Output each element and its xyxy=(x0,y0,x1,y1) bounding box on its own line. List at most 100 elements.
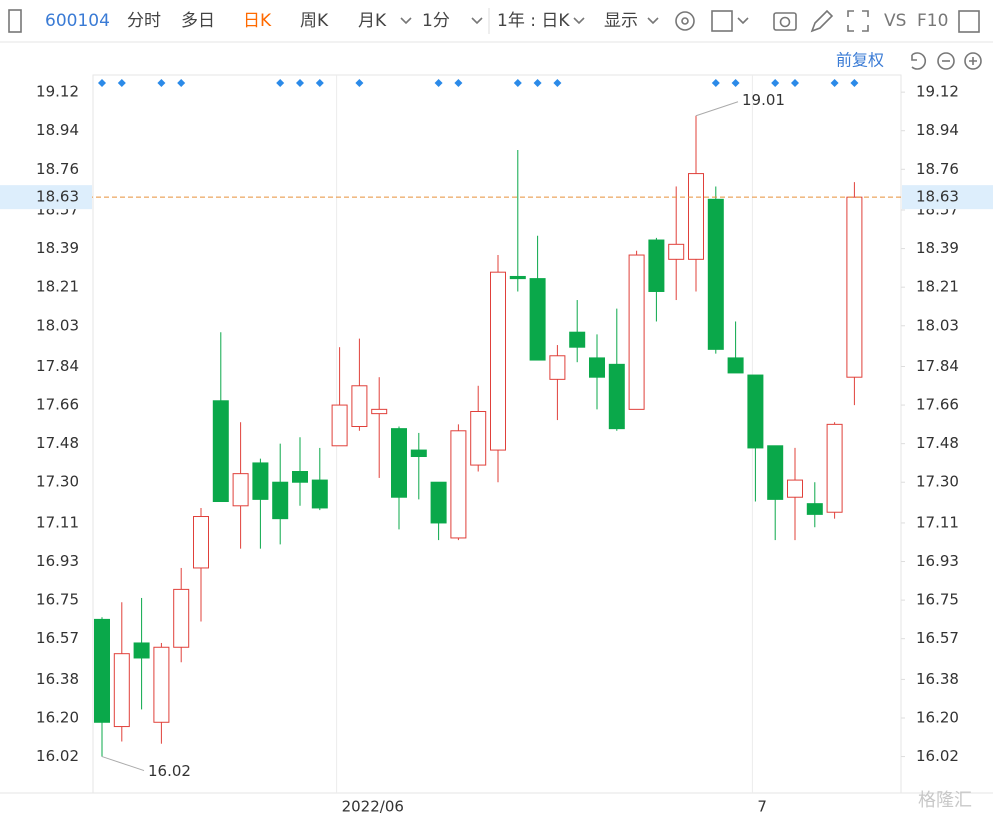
candle-body xyxy=(668,243,685,260)
event-marker xyxy=(276,79,285,87)
tab[interactable]: 周K xyxy=(300,11,329,31)
candle-body xyxy=(153,646,170,723)
y-tick-label: 18.76 xyxy=(916,160,959,178)
event-marker xyxy=(533,79,542,87)
tab-active[interactable]: 日K xyxy=(243,11,272,31)
y-tick-label: 17.84 xyxy=(36,357,79,375)
candle-body xyxy=(371,408,388,415)
fullscreen-icon[interactable] xyxy=(847,10,869,32)
camera-icon[interactable] xyxy=(773,12,797,31)
candle-body xyxy=(272,481,289,520)
price-tag xyxy=(902,185,993,210)
candle-body xyxy=(252,462,269,500)
y-tick-label: 16.02 xyxy=(36,747,79,765)
candle-body xyxy=(94,618,110,723)
event-marker xyxy=(771,79,780,87)
y-tick-label: 17.84 xyxy=(916,357,959,375)
candle-body xyxy=(529,278,546,361)
settings-icon[interactable] xyxy=(675,11,695,31)
tab[interactable]: 多日 xyxy=(181,11,215,31)
candle-body xyxy=(589,357,605,378)
y-tick-label: 16.20 xyxy=(916,708,959,726)
stock-code[interactable]: 600104 xyxy=(45,11,110,31)
undo-icon[interactable] xyxy=(911,52,927,70)
candle-body xyxy=(113,653,130,728)
candle-body xyxy=(648,239,665,292)
overlay-icon[interactable] xyxy=(711,10,733,32)
vs-button[interactable]: VS xyxy=(884,11,906,31)
candle-body xyxy=(727,357,744,374)
event-marker xyxy=(731,79,740,87)
chevron xyxy=(471,17,483,25)
y-tick-label: 16.02 xyxy=(916,747,959,765)
candle-body xyxy=(351,385,368,427)
candle-body xyxy=(549,355,566,380)
candle-body xyxy=(212,400,229,503)
event-marker xyxy=(711,79,720,87)
event-marker xyxy=(296,79,304,87)
y-tick-label: 16.93 xyxy=(36,552,79,570)
candle-body xyxy=(311,479,328,509)
candle-body xyxy=(628,254,645,410)
chevron xyxy=(647,17,659,25)
candle-body xyxy=(490,271,506,451)
y-tick-label: 17.11 xyxy=(916,513,959,531)
current-price-label: 18.63 xyxy=(36,188,79,206)
candle-body xyxy=(608,363,625,430)
event-marker xyxy=(315,79,324,87)
y-tick-label: 19.12 xyxy=(36,83,79,101)
candle-body xyxy=(747,374,764,449)
candle-body xyxy=(846,196,863,378)
candle-body xyxy=(826,423,843,513)
price-tag xyxy=(0,185,92,210)
candle-body xyxy=(232,473,249,507)
pen-icon[interactable] xyxy=(810,9,834,33)
candle-body xyxy=(430,481,447,524)
candle-body xyxy=(688,173,704,260)
y-tick-label: 17.48 xyxy=(916,434,959,452)
y-tick-label: 17.66 xyxy=(916,396,959,414)
camera-lens xyxy=(779,16,791,28)
y-tick-label: 17.30 xyxy=(916,473,959,491)
tab[interactable]: 分时 xyxy=(127,11,161,31)
y-tick-label: 17.30 xyxy=(36,473,79,491)
zoom-out-icon[interactable] xyxy=(937,52,955,70)
chevron xyxy=(400,17,412,25)
chevron xyxy=(573,17,585,25)
toolbar: 600104 分时 多日 日K 周K 月K 1分 1年 : 日K 显示 VS F… xyxy=(0,8,993,43)
y-tick-label: 18.94 xyxy=(916,121,959,139)
x-tick-label: 7 xyxy=(757,798,767,816)
event-marker xyxy=(791,79,799,87)
y-tick-label: 18.21 xyxy=(916,278,959,296)
y-tick-label: 16.38 xyxy=(36,670,79,688)
zoom-in-icon[interactable] xyxy=(964,52,982,70)
event-marker xyxy=(434,79,443,87)
menu-icon[interactable] xyxy=(8,9,22,33)
tab[interactable]: 1年 : 日K xyxy=(497,11,570,31)
y-tick-label: 18.76 xyxy=(36,160,79,178)
event-marker xyxy=(850,79,859,87)
candle-body xyxy=(193,516,209,569)
y-tick-label: 16.75 xyxy=(916,591,959,609)
candle-body xyxy=(173,588,190,648)
candle-body xyxy=(787,479,803,498)
y-tick-label: 16.75 xyxy=(36,591,79,609)
y-tick-label: 16.57 xyxy=(916,629,959,647)
candle-body xyxy=(470,410,487,466)
f10-button[interactable]: F10 xyxy=(917,11,948,31)
watermark: 格隆汇 xyxy=(918,790,972,811)
max-leader xyxy=(695,101,739,117)
tab[interactable]: 1分 xyxy=(422,11,450,31)
y-tick-label: 18.94 xyxy=(36,121,79,139)
tab[interactable]: 月K xyxy=(358,11,387,31)
y-tick-label: 18.39 xyxy=(36,239,79,257)
y-tick-label: 18.03 xyxy=(916,316,959,334)
tab[interactable]: 显示 xyxy=(604,11,638,31)
candle-body xyxy=(410,449,427,458)
panel-icon[interactable] xyxy=(958,10,980,33)
adjust-button[interactable]: 前复权 xyxy=(836,51,884,70)
candle-body xyxy=(391,428,407,498)
candle-body xyxy=(450,430,467,539)
chevron xyxy=(737,17,749,25)
